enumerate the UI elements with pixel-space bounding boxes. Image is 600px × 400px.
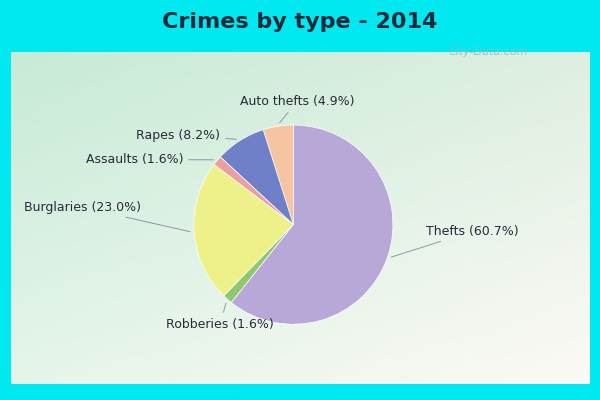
Text: Robberies (1.6%): Robberies (1.6%) [166,303,274,331]
Wedge shape [214,157,293,225]
Wedge shape [220,130,293,225]
Wedge shape [224,225,293,302]
Text: Crimes by type - 2014: Crimes by type - 2014 [163,12,437,32]
Text: Burglaries (23.0%): Burglaries (23.0%) [23,201,190,232]
Text: City-Data.com: City-Data.com [449,47,528,57]
Wedge shape [194,164,293,296]
Text: Rapes (8.2%): Rapes (8.2%) [136,129,236,142]
Text: Thefts (60.7%): Thefts (60.7%) [391,225,519,257]
Wedge shape [263,125,293,225]
Wedge shape [232,125,393,324]
Text: Assaults (1.6%): Assaults (1.6%) [86,153,213,166]
Text: Auto thefts (4.9%): Auto thefts (4.9%) [240,95,355,123]
